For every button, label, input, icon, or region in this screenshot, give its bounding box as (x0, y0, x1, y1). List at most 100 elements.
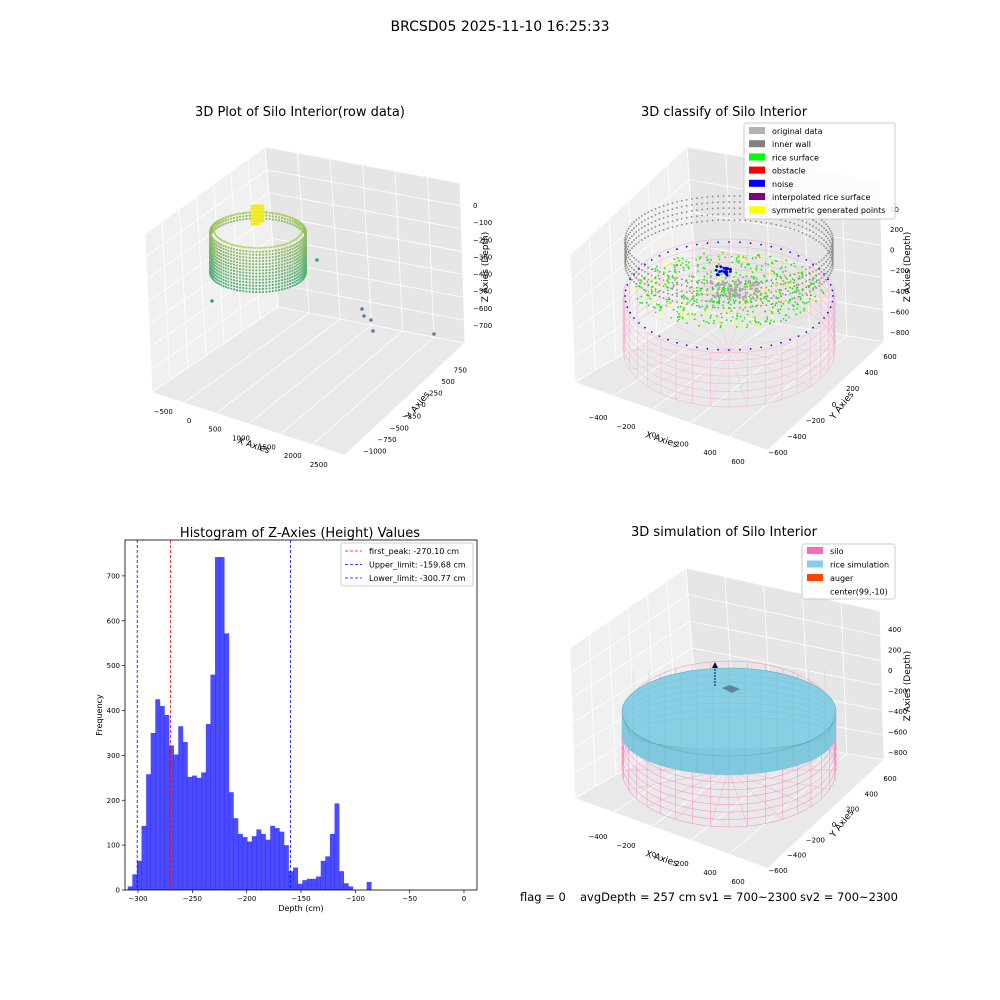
raw-point (304, 241, 307, 245)
raw-point (259, 219, 263, 223)
raw-point (254, 207, 258, 211)
classify-surface-point (811, 272, 814, 275)
raw-point (245, 250, 248, 253)
grid-line-z (571, 620, 691, 699)
classify-noise-point (827, 311, 829, 314)
raw-point (277, 245, 279, 247)
raw-point (289, 248, 292, 251)
raw-point (272, 212, 275, 215)
classify-wall-point (832, 248, 834, 251)
classify-legend-label: rice surface (772, 153, 819, 162)
raw-point (252, 216, 256, 220)
classify-silo-line (728, 349, 829, 370)
raw-point (220, 224, 223, 227)
raw-point (289, 251, 292, 254)
histogram-x-axis-label: Depth (cm) (278, 904, 323, 913)
simulation-y-tick: −400 (787, 852, 806, 860)
classify-surface-point (713, 306, 716, 309)
classify-surface-point (703, 252, 705, 255)
raw-point (251, 269, 255, 272)
raw-point (250, 216, 254, 220)
classify-surface-point (663, 271, 665, 274)
raw-point (251, 256, 255, 259)
raw-point (224, 270, 227, 273)
classify-surface-point (752, 310, 754, 313)
classify-wall-point (701, 214, 703, 217)
classify-surface-point (816, 279, 818, 282)
classify-wall-point (733, 307, 736, 309)
classify-wall-point (827, 264, 829, 267)
raw-point (283, 262, 286, 265)
raw-point (293, 256, 296, 259)
classify-wall-point (797, 289, 800, 292)
classify-surface-point (706, 256, 708, 259)
raw-point (258, 287, 261, 291)
classify-surface-point (649, 298, 652, 300)
grid-line-x (216, 318, 341, 414)
classify-original-point (725, 281, 728, 284)
raw-point (230, 278, 233, 281)
raw-point (280, 288, 284, 291)
raw-point (248, 272, 251, 275)
classify-surface-point (748, 259, 750, 261)
classify-surface-point (788, 299, 791, 302)
raw-point (242, 259, 245, 262)
classify-surface-point (718, 258, 721, 261)
classify-surface-point (757, 323, 760, 326)
classify-surface-point (706, 259, 709, 262)
raw-point (222, 247, 225, 250)
classify-silo-line (728, 349, 748, 407)
classify-surface-point (774, 281, 776, 283)
raw-point (286, 268, 289, 271)
classify-wall-point (825, 260, 827, 263)
classify-surface-point (736, 301, 739, 303)
raw-point (277, 270, 281, 273)
classify-surface-point (795, 291, 798, 293)
classify-surface-point (785, 319, 787, 322)
classify-surface-point (755, 269, 758, 271)
classify-surface-point (679, 305, 682, 308)
classify-surface-point (768, 289, 771, 292)
raw-point (227, 249, 230, 252)
classify-surface-point (654, 290, 657, 292)
classify-wall-point (818, 279, 820, 281)
classify-surface-point (773, 272, 776, 274)
classify-surface-point (700, 292, 703, 295)
raw-point (277, 254, 281, 258)
classify-wall-point (765, 222, 768, 224)
classify-wall-point (667, 227, 669, 230)
classify-surface-point (771, 302, 774, 305)
classify-z-tick: 200 (890, 226, 903, 234)
classify-surface-point (780, 320, 782, 322)
histogram-bar (274, 828, 280, 890)
classify-surface-point (803, 302, 806, 305)
histogram-y-tick-label: 500 (107, 662, 120, 670)
raw-point (291, 281, 294, 285)
classify-wall-point (770, 297, 773, 300)
raw-point (227, 274, 230, 277)
raw-point (283, 287, 286, 290)
classify-wall-point (818, 241, 820, 243)
histogram-bar (325, 856, 331, 890)
classify-noise-point (827, 278, 829, 281)
classify-wall-point (739, 219, 741, 222)
raw-point (238, 258, 242, 261)
simulation-z-tick: −400 (888, 708, 907, 716)
classify-wall-point (647, 266, 650, 269)
raw-point (304, 251, 307, 254)
classify-wall-point (733, 219, 736, 222)
classify-wall-point (631, 254, 633, 257)
raw-point (248, 253, 251, 256)
classify-surface-point (748, 295, 751, 298)
classify-surface-point (793, 275, 795, 277)
classify-wall-point (625, 264, 628, 266)
raw-point (280, 257, 284, 260)
classify-noise-point (696, 243, 698, 246)
classify-surface-point (803, 307, 805, 310)
classify-surface-point (810, 283, 813, 286)
raw-point (237, 213, 239, 215)
classify-surface-point (715, 306, 717, 309)
classify-surface-point (678, 313, 680, 315)
raw-point (209, 259, 212, 262)
classify-wall-point (680, 217, 683, 220)
